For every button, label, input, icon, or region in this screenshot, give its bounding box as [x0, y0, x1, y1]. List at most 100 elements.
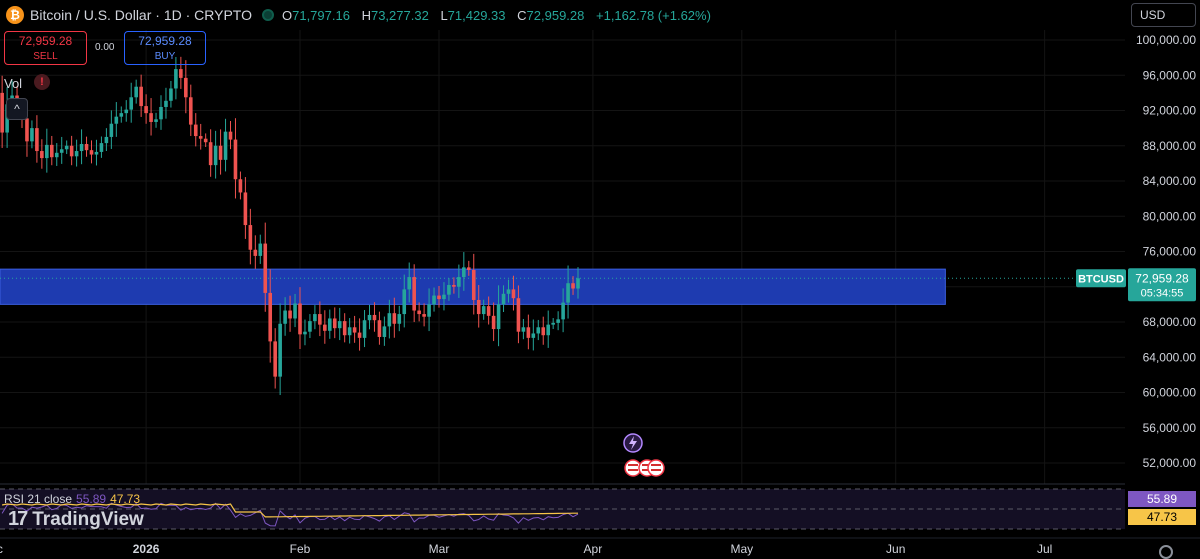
candle	[184, 60, 188, 114]
candle	[471, 253, 476, 315]
candle-body	[198, 136, 203, 139]
candle	[496, 285, 501, 347]
candle	[491, 302, 496, 342]
candle-body	[367, 314, 372, 321]
candle-body	[422, 314, 426, 317]
candle	[278, 303, 282, 396]
candle	[149, 98, 153, 136]
rsi-ma-tag: 47.73	[1147, 510, 1177, 524]
candlestick-series[interactable]	[0, 56, 580, 396]
time-tick-label: Jun	[886, 542, 905, 556]
candle	[179, 56, 183, 89]
buy-button[interactable]: 72,959.28 BUY	[124, 31, 206, 65]
candle-body	[521, 327, 526, 332]
sell-button[interactable]: 72,959.28 SELL	[4, 31, 87, 65]
candle-body	[64, 145, 69, 150]
candle	[129, 82, 134, 123]
candle-body	[208, 142, 213, 166]
rsi-ma-tag-bg	[1128, 509, 1196, 525]
symbol-tag-bg	[1076, 269, 1126, 288]
candle-body	[45, 144, 49, 159]
candle-body	[546, 324, 551, 336]
candle-body	[511, 289, 516, 299]
candle-body	[149, 113, 153, 122]
candle	[526, 314, 531, 350]
candle	[466, 260, 471, 276]
candle-body	[462, 267, 466, 278]
flag-stripe	[628, 464, 638, 466]
candle-body	[362, 320, 367, 338]
candle-body	[471, 270, 476, 300]
sell-price: 72,959.28	[18, 34, 73, 48]
candle-body	[447, 284, 451, 295]
candle-body	[481, 306, 486, 315]
candle	[49, 135, 54, 166]
candle	[54, 143, 59, 166]
price-tick-label: 64,000.00	[1143, 350, 1197, 364]
settings-gear-icon[interactable]	[1159, 545, 1173, 559]
candle	[94, 139, 99, 166]
flag-stripe	[651, 464, 661, 466]
price-tick-label: 56,000.00	[1143, 421, 1197, 435]
candle-body	[129, 97, 134, 110]
candle-body	[134, 86, 138, 98]
candle-body	[203, 138, 208, 143]
collapse-indicators-button[interactable]: ^	[6, 98, 28, 120]
candle	[342, 313, 347, 343]
market-status-icon[interactable]	[261, 9, 274, 21]
candle	[332, 307, 337, 339]
candle	[283, 297, 287, 336]
candle	[313, 305, 317, 330]
candle	[303, 319, 307, 346]
candle	[40, 139, 44, 169]
candle	[74, 139, 79, 167]
sell-label: SELL	[33, 51, 58, 62]
time-axis[interactable]: Dec 2026 Feb Mar Apr May Jun Jul	[0, 537, 1200, 556]
currency-selector[interactable]: USD	[1131, 3, 1196, 27]
candle	[422, 303, 426, 327]
open-value: 71,797.16	[292, 7, 350, 23]
candle	[367, 304, 372, 330]
alert-icon[interactable]: !	[34, 74, 50, 90]
rsi-panel	[0, 483, 1125, 538]
price-tick-label: 96,000.00	[1143, 68, 1197, 82]
candle	[203, 133, 208, 147]
candle-body	[258, 243, 263, 256]
candle-body	[0, 92, 4, 133]
price-axis[interactable]: 100,000.00 96,000.00 92,000.00 88,000.00 84,…	[1076, 30, 1200, 556]
candle	[377, 311, 382, 345]
candle	[347, 318, 352, 344]
candle	[223, 118, 228, 172]
candle-body	[99, 143, 104, 152]
flag-stripe	[642, 469, 652, 471]
candle-body	[541, 327, 546, 336]
candle	[506, 279, 511, 303]
candle-body	[253, 249, 258, 256]
candle	[104, 128, 109, 151]
tradingview-logo[interactable]: 17 TradingView	[8, 508, 144, 531]
candle	[218, 129, 223, 175]
candle	[198, 123, 203, 150]
candle	[561, 288, 565, 333]
volume-label[interactable]: Vol	[4, 76, 23, 91]
candle-body	[372, 314, 377, 321]
candle-body	[273, 341, 277, 377]
candle-body	[164, 100, 168, 107]
event-markers[interactable]	[623, 433, 665, 477]
rsi-legend[interactable]: RSI 21 close 55.89 47.73	[4, 492, 140, 506]
candle-body	[238, 179, 243, 193]
rsi-ma-line	[1, 503, 578, 518]
symbol-title[interactable]: Bitcoin / U.S. Dollar · 1D · CRYPTO	[30, 7, 252, 23]
candle	[323, 310, 327, 344]
candle-body	[491, 315, 496, 330]
time-tick-label: Dec	[0, 542, 3, 556]
candle	[268, 269, 273, 363]
candle	[576, 267, 580, 299]
price-tick-label: 84,000.00	[1143, 174, 1197, 188]
candle	[407, 262, 412, 303]
candle	[541, 316, 546, 345]
candle-body	[566, 283, 570, 303]
last-price-tag: 72,959.28	[1135, 271, 1189, 285]
candle	[486, 296, 491, 325]
